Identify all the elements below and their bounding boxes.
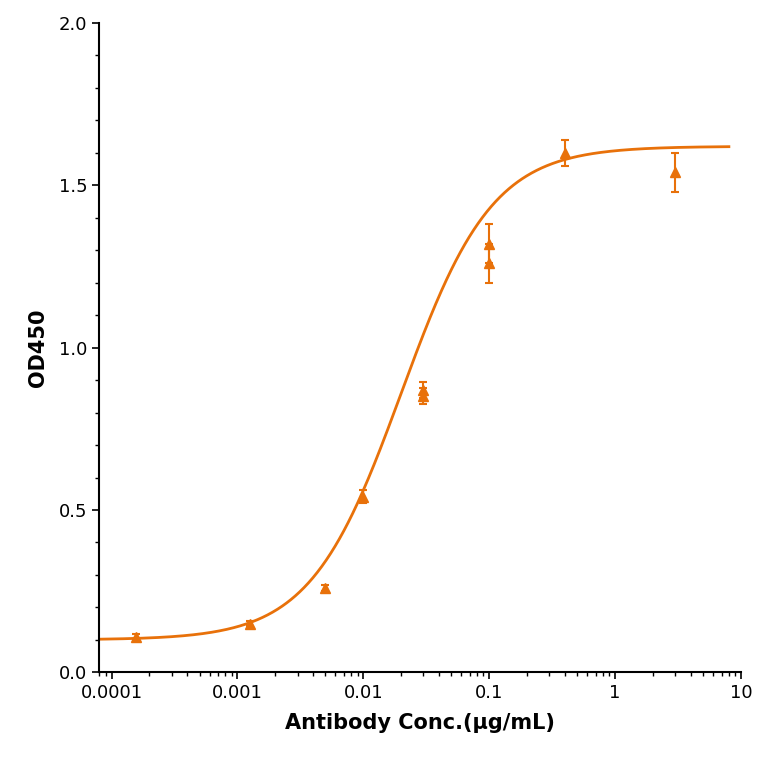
- Y-axis label: OD450: OD450: [28, 309, 48, 387]
- X-axis label: Antibody Conc.(μg/mL): Antibody Conc.(μg/mL): [285, 714, 555, 733]
